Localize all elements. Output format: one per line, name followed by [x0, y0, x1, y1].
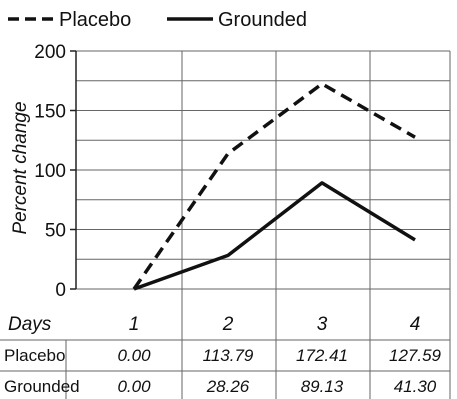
y-tick-label: 100: [34, 161, 66, 182]
table-cell: 0.00: [117, 346, 151, 365]
table-cell: 28.26: [206, 377, 250, 396]
y-tick-label: 0: [55, 280, 66, 301]
table-cell: 127.59: [389, 346, 442, 365]
legend-entry-grounded: Grounded: [218, 9, 307, 31]
y-axis-ticks: 0 50 100 150 200: [34, 42, 76, 301]
table-row-label: Placebo: [4, 346, 65, 365]
y-tick-label: 200: [34, 42, 66, 63]
table-cell: 113.79: [203, 346, 254, 365]
table-cell: 0.00: [117, 377, 151, 396]
table-cell: 89.13: [301, 377, 344, 396]
series-lines: [132, 82, 416, 291]
legend: Placebo Grounded: [8, 9, 307, 31]
series-line-placebo: [132, 82, 416, 290]
series-line-grounded: [133, 181, 416, 291]
x-tick-label: 1: [129, 314, 140, 335]
y-axis-label: Percent change: [10, 101, 31, 234]
table-row-label: Grounded: [4, 377, 80, 396]
table-cell: 41.30: [394, 377, 437, 396]
table-cell: 172.41: [296, 346, 348, 365]
x-tick-label: 4: [410, 314, 421, 335]
legend-entry-placebo: Placebo: [59, 9, 131, 31]
y-tick-label: 50: [45, 221, 66, 242]
x-tick-label: 3: [317, 314, 328, 335]
x-tick-label: 2: [222, 314, 234, 335]
data-table: Days 1 2 3 4 Placebo 0.00 113.79 172.41 127.59 Gro…: [4, 314, 442, 396]
y-tick-label: 150: [34, 102, 66, 123]
x-axis-label: Days: [8, 314, 52, 335]
